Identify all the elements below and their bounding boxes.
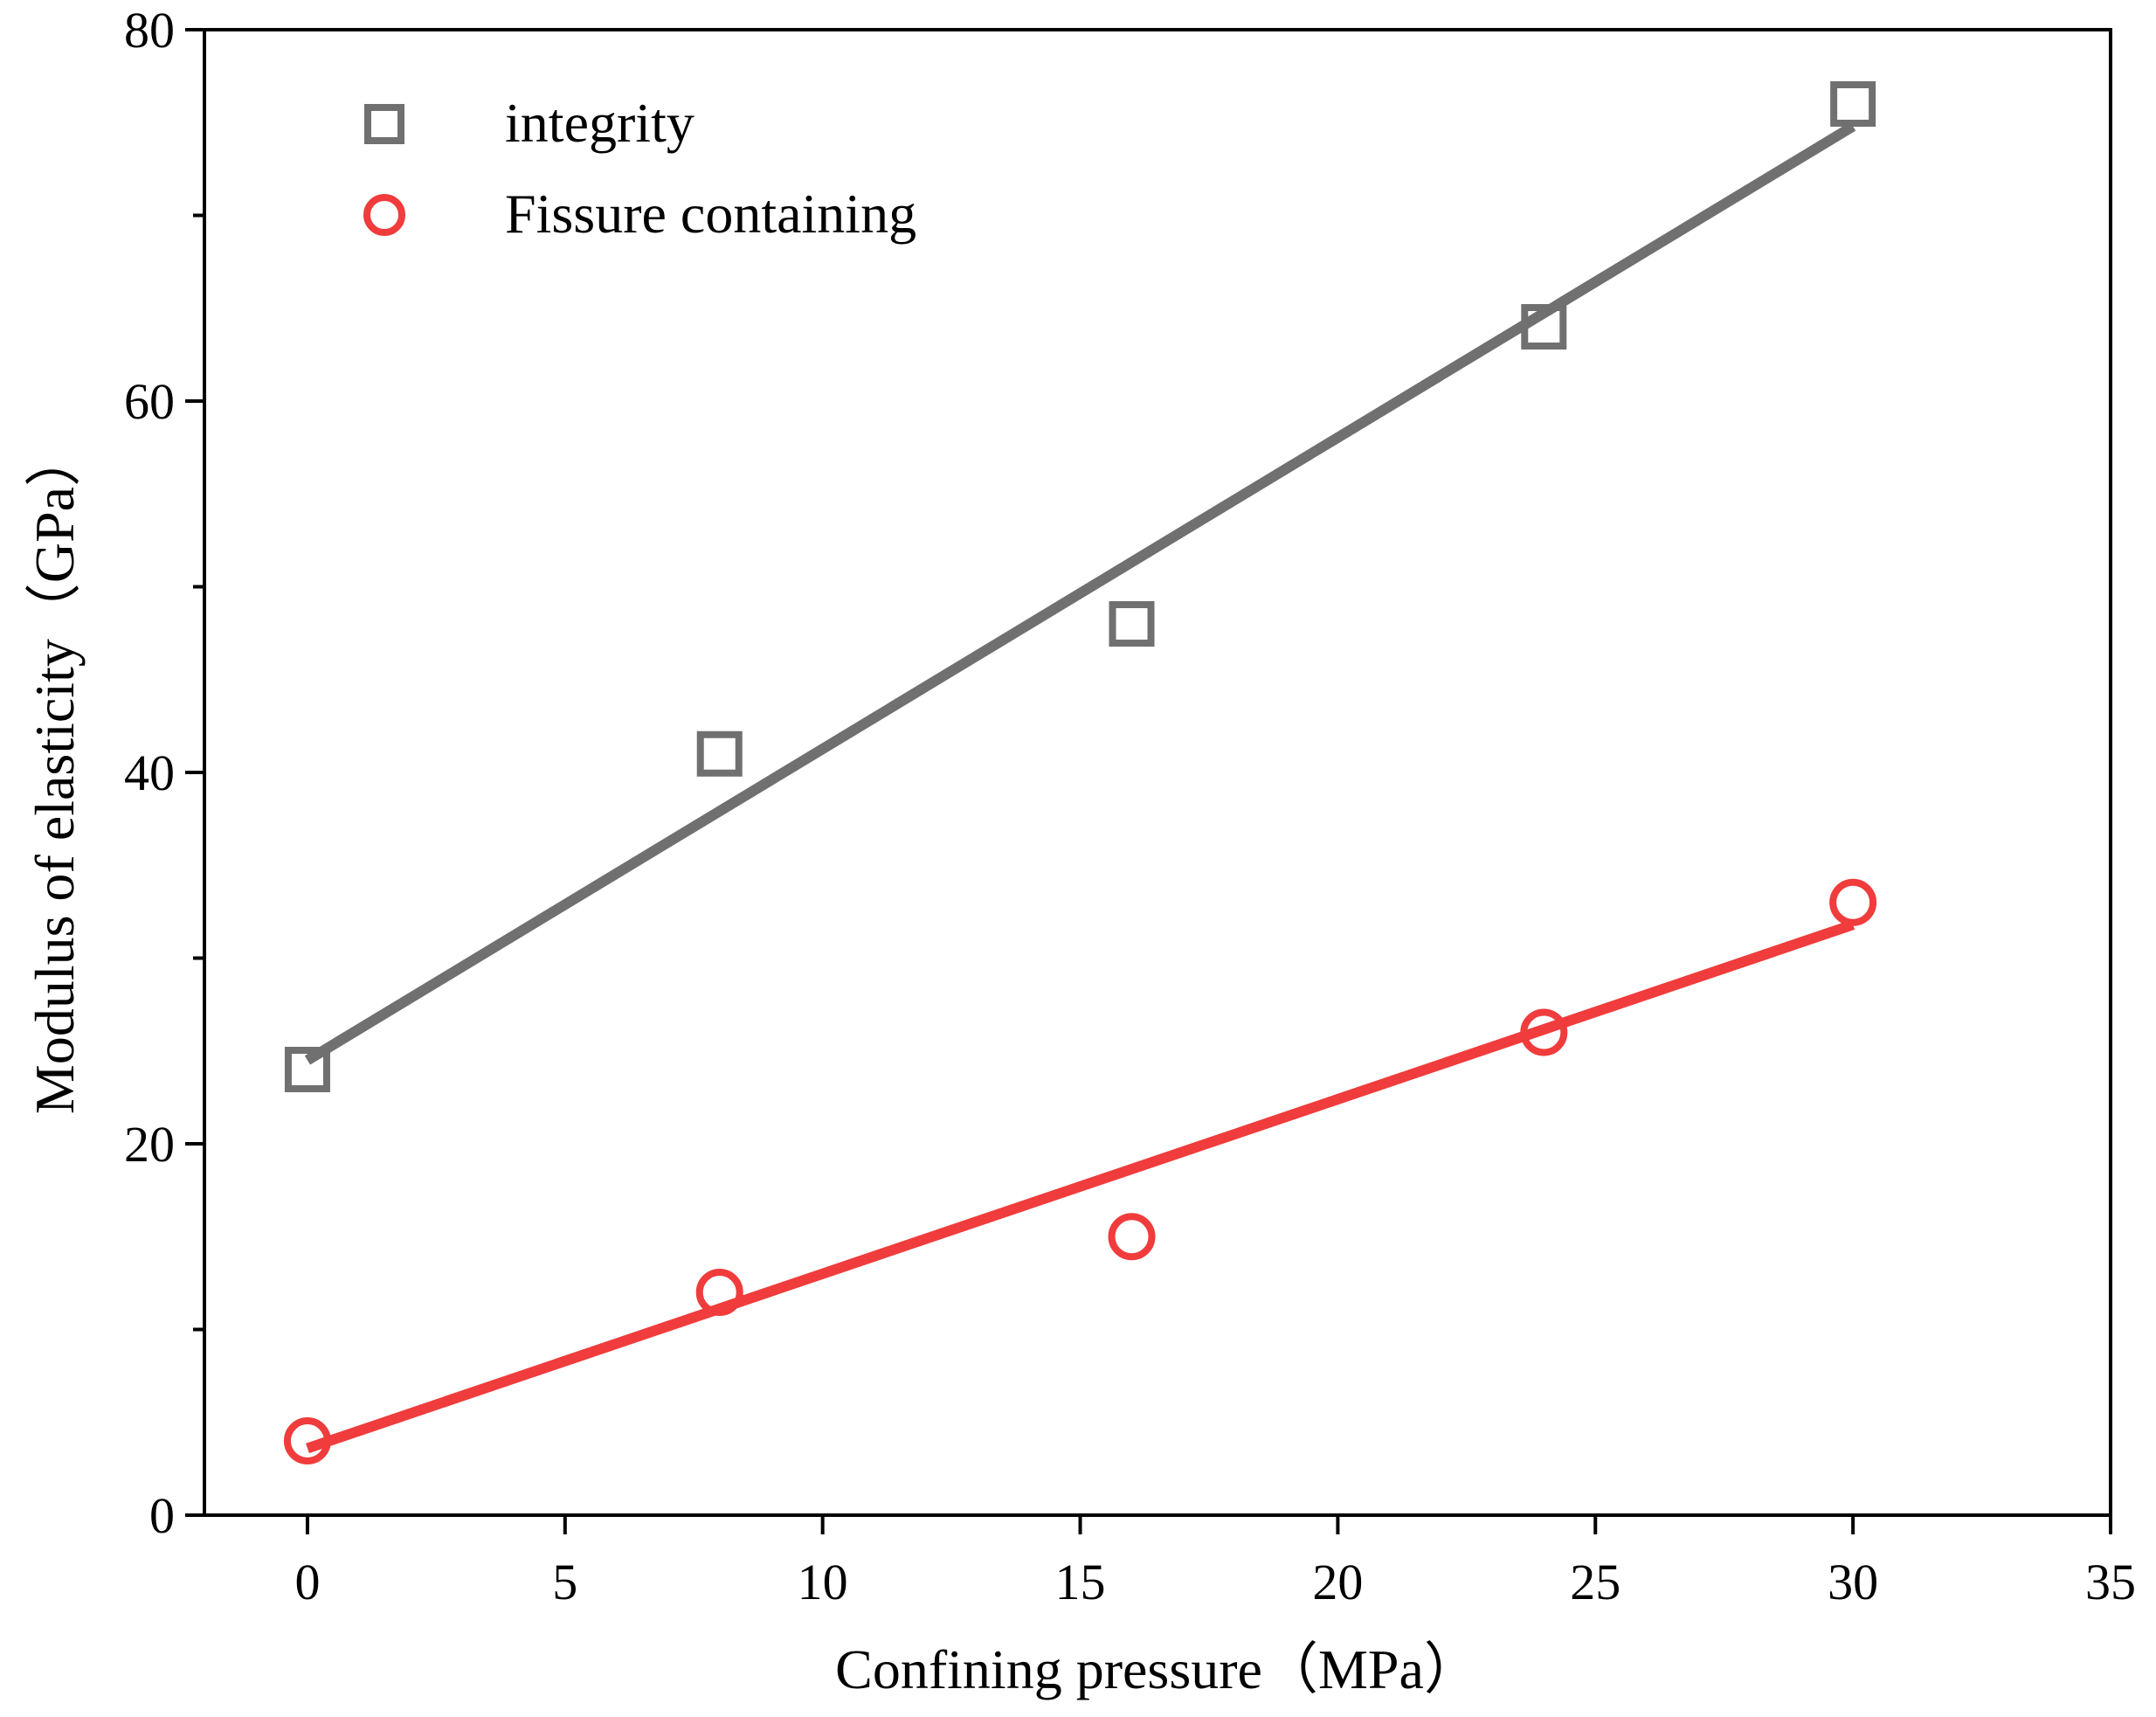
x-tick-label: 25: [1570, 1554, 1620, 1610]
x-axis-title: Confining pressure（MPa）: [835, 1638, 1480, 1700]
data-point-integrity: [696, 730, 743, 777]
y-tick-label: 0: [149, 1487, 175, 1544]
x-tick-label: 15: [1055, 1554, 1106, 1610]
x-tick-label: 30: [1828, 1554, 1878, 1610]
data-point-fissure-containing: [1520, 1008, 1568, 1056]
axes: 0 5 10 15 20 25 30 35 0 20 40 60 80: [124, 2, 2136, 1610]
data-point-fissure-containing: [1108, 1213, 1156, 1261]
data-point-fissure-containing: [1829, 878, 1877, 926]
y-axis-title: Modulus of elasticity（GPa）: [24, 431, 86, 1114]
x-tick-label: 5: [552, 1554, 577, 1610]
y-tick-label: 40: [124, 744, 175, 801]
fit-lines: [304, 121, 1856, 1454]
y-tick-label: 80: [124, 2, 175, 59]
fit-line-integrity: [304, 121, 1856, 1065]
data-point-integrity: [1830, 81, 1876, 127]
x-tick-label: 10: [798, 1554, 848, 1610]
legend-marker-fissure-containing: [363, 194, 405, 236]
data-point-fissure-containing: [695, 1269, 743, 1316]
x-tick-label: 35: [2085, 1554, 2136, 1610]
data-point-integrity: [1109, 601, 1155, 647]
data-point-integrity: [1521, 304, 1567, 350]
legend-label-integrity: integrity: [505, 92, 694, 154]
legend: integrity Fissure containing: [363, 92, 916, 245]
y-tick-label: 20: [124, 1116, 175, 1173]
x-tick-label: 20: [1312, 1554, 1363, 1610]
fit-line-fissure-containing: [306, 919, 1855, 1454]
legend-label-fissure-containing: Fissure containing: [505, 183, 916, 245]
y-tick-label: 60: [124, 373, 175, 430]
data-markers: [283, 81, 1877, 1464]
plot-area: [203, 28, 2112, 1517]
legend-marker-integrity: [364, 104, 404, 144]
data-point-fissure-containing: [283, 1417, 331, 1464]
data-point-integrity: [284, 1047, 330, 1092]
x-tick-label: 0: [294, 1554, 320, 1610]
plot-frame: [203, 28, 2112, 1517]
